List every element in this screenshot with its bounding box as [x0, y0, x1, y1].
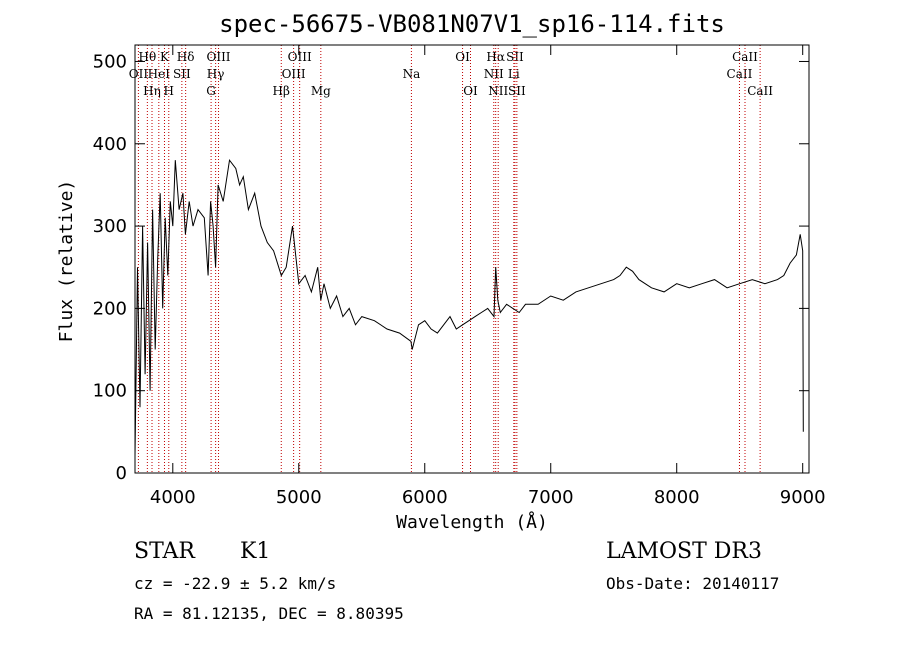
line-label-14: Mg [311, 84, 331, 98]
x-axis-label: Wavelength (Å) [396, 511, 548, 533]
line-label-23: SII [508, 84, 526, 98]
x-axis: 4000 5000 6000 7000 8000 9000 [150, 45, 826, 508]
y-tick-label-2: 200 [93, 298, 127, 319]
line-label-26: CaII [747, 84, 773, 98]
y-tick-label-1: 100 [93, 381, 127, 402]
series-layer [134, 158, 804, 457]
line-label-15: Na [403, 67, 421, 81]
line-label-9: Hγ [207, 67, 225, 81]
line-label-3: HeI [148, 67, 171, 81]
line-label-22: SII [506, 50, 524, 64]
line-label-4: K [160, 50, 170, 64]
coordinates: RA = 81.12135, DEC = 8.80395 [134, 604, 404, 623]
emission-lines: OIIHθHηHeIKHSIIHδGHγOIIIHβOIIIOIIIMgNaOI… [129, 45, 773, 473]
chart-title: spec-56675-VB081N07V1_sp16-114.fits [219, 10, 725, 38]
y-tick-label-5: 500 [93, 51, 127, 72]
series-line-0 [134, 158, 804, 457]
line-label-13: OIII [288, 50, 312, 64]
line-label-24: CaII [727, 67, 753, 81]
line-label-12: OIII [282, 67, 306, 81]
y-axis: 0 100 200 300 400 500 [93, 51, 809, 484]
y-tick-label-4: 400 [93, 134, 127, 155]
line-label-0: OII [129, 67, 149, 81]
x-tick-label-5: 9000 [780, 487, 826, 508]
line-label-20: NII [488, 84, 508, 98]
line-label-17: OI [463, 84, 478, 98]
line-label-18: NII [484, 67, 504, 81]
line-label-25: CaII [732, 50, 758, 64]
obs-date: Obs-Date: 20140117 [606, 574, 780, 593]
y-tick-label-0: 0 [116, 463, 127, 484]
survey-name: LAMOST DR3 [606, 539, 762, 564]
x-tick-label-4: 8000 [654, 487, 700, 508]
x-tick-label-1: 5000 [276, 487, 322, 508]
line-label-2: Hη [143, 84, 161, 98]
line-label-16: OI [455, 50, 470, 64]
line-label-6: SII [173, 67, 191, 81]
y-tick-label-3: 300 [93, 216, 127, 237]
plot-frame [134, 44, 810, 474]
redshift-cz: cz = -22.9 ± 5.2 km/s [134, 574, 337, 593]
line-label-11: Hβ [273, 84, 290, 98]
object-class: STAR [134, 539, 195, 564]
x-tick-label-2: 6000 [402, 487, 448, 508]
line-label-19: Hα [486, 50, 505, 64]
line-label-7: Hδ [177, 50, 195, 64]
line-label-21: Li [508, 67, 520, 81]
x-tick-label-3: 7000 [528, 487, 574, 508]
line-label-8: G [206, 84, 216, 98]
line-label-10: OIII [206, 50, 230, 64]
y-axis-label: Flux (relative) [56, 180, 77, 343]
object-subclass: K1 [240, 539, 271, 564]
line-label-5: H [164, 84, 174, 98]
x-tick-label-0: 4000 [150, 487, 196, 508]
